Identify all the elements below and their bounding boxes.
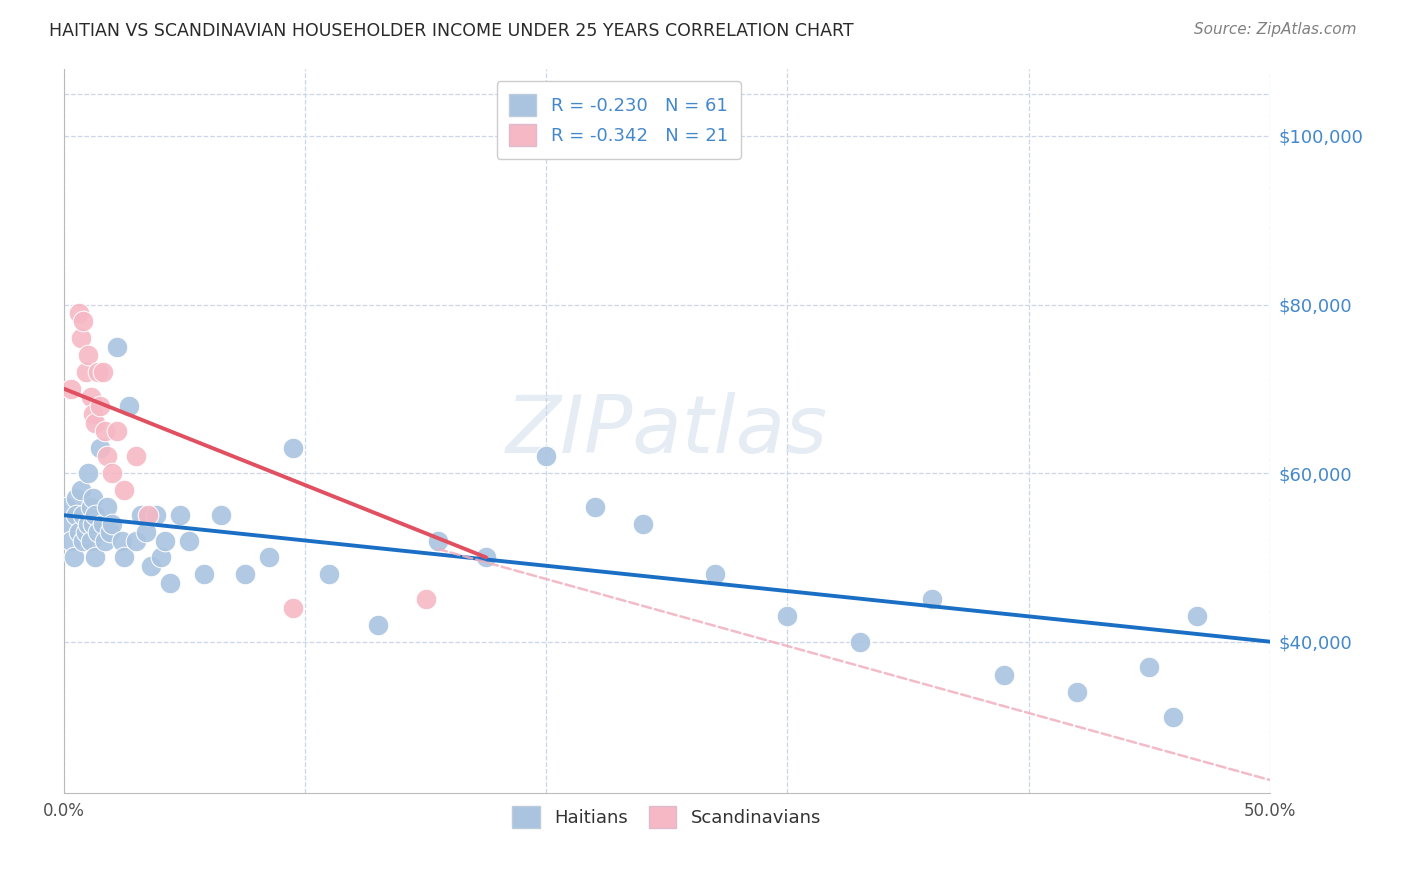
Point: [91, 365, 114, 379]
Point: [1161, 710, 1184, 724]
Point: [72, 533, 94, 548]
Point: [87, 524, 110, 539]
Point: [112, 483, 135, 497]
Point: [159, 575, 181, 590]
Text: HAITIAN VS SCANDINAVIAN HOUSEHOLDER INCOME UNDER 25 YEARS CORRELATION CHART: HAITIAN VS SCANDINAVIAN HOUSEHOLDER INCO…: [49, 22, 853, 40]
Point: [1066, 685, 1088, 699]
Point: [82, 491, 104, 506]
Point: [921, 592, 943, 607]
Point: [111, 533, 134, 548]
Point: [318, 567, 340, 582]
Point: [415, 592, 437, 607]
Point: [105, 424, 128, 438]
Point: [848, 634, 870, 648]
Point: [89, 441, 111, 455]
Point: [77, 348, 100, 362]
Point: [79, 533, 101, 548]
Point: [155, 533, 177, 548]
Point: [79, 390, 101, 404]
Point: [101, 516, 124, 531]
Point: [112, 550, 135, 565]
Point: [91, 516, 114, 531]
Point: [98, 524, 121, 539]
Point: [84, 416, 107, 430]
Point: [82, 516, 104, 531]
Point: [139, 558, 162, 573]
Point: [65, 491, 87, 506]
Point: [1137, 660, 1160, 674]
Point: [67, 524, 90, 539]
Point: [75, 524, 97, 539]
Point: [79, 500, 101, 514]
Point: [1187, 609, 1209, 624]
Point: [367, 617, 389, 632]
Point: [193, 567, 215, 582]
Point: [77, 466, 100, 480]
Point: [138, 508, 160, 523]
Point: [70, 483, 93, 497]
Point: [94, 533, 117, 548]
Point: [129, 508, 152, 523]
Point: [67, 306, 90, 320]
Point: [70, 331, 93, 345]
Point: [101, 466, 124, 480]
Point: [72, 314, 94, 328]
Text: ZIPatlas: ZIPatlas: [506, 392, 828, 470]
Point: [58, 516, 80, 531]
Point: [60, 533, 83, 548]
Point: [82, 407, 104, 421]
Point: [426, 533, 449, 548]
Text: Source: ZipAtlas.com: Source: ZipAtlas.com: [1194, 22, 1357, 37]
Point: [776, 609, 799, 624]
Point: [281, 441, 304, 455]
Point: [257, 550, 280, 565]
Point: [105, 340, 128, 354]
Point: [233, 567, 256, 582]
Point: [631, 516, 654, 531]
Legend: Haitians, Scandinavians: Haitians, Scandinavians: [505, 798, 828, 835]
Point: [209, 508, 232, 523]
Point: [169, 508, 191, 523]
Point: [89, 399, 111, 413]
Point: [77, 516, 100, 531]
Point: [72, 508, 94, 523]
Point: [94, 424, 117, 438]
Point: [84, 508, 107, 523]
Point: [96, 500, 118, 514]
Point: [135, 524, 157, 539]
Point: [583, 500, 606, 514]
Point: [65, 508, 87, 523]
Point: [84, 550, 107, 565]
Point: [55, 500, 77, 514]
Point: [993, 668, 1015, 682]
Point: [149, 550, 172, 565]
Point: [60, 382, 83, 396]
Point: [125, 533, 148, 548]
Point: [536, 449, 558, 463]
Point: [62, 550, 84, 565]
Point: [87, 365, 110, 379]
Point: [704, 567, 727, 582]
Point: [75, 365, 97, 379]
Point: [475, 550, 498, 565]
Point: [179, 533, 201, 548]
Point: [118, 399, 141, 413]
Point: [145, 508, 167, 523]
Point: [125, 449, 148, 463]
Point: [281, 601, 304, 615]
Point: [96, 449, 118, 463]
